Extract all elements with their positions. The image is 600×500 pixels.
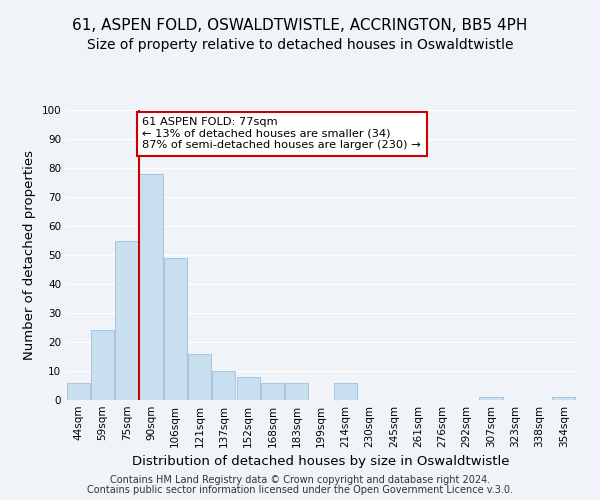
- Bar: [164, 258, 187, 400]
- Bar: [285, 382, 308, 400]
- Bar: [139, 174, 163, 400]
- Bar: [91, 330, 114, 400]
- Bar: [212, 371, 235, 400]
- Bar: [67, 382, 89, 400]
- Bar: [334, 382, 357, 400]
- Bar: [479, 397, 503, 400]
- Bar: [236, 377, 260, 400]
- Text: Size of property relative to detached houses in Oswaldtwistle: Size of property relative to detached ho…: [87, 38, 513, 52]
- Bar: [261, 382, 284, 400]
- Bar: [115, 240, 138, 400]
- Bar: [188, 354, 211, 400]
- Text: 61, ASPEN FOLD, OSWALDTWISTLE, ACCRINGTON, BB5 4PH: 61, ASPEN FOLD, OSWALDTWISTLE, ACCRINGTO…: [73, 18, 527, 32]
- Bar: [553, 397, 575, 400]
- Text: Contains HM Land Registry data © Crown copyright and database right 2024.: Contains HM Land Registry data © Crown c…: [110, 475, 490, 485]
- Text: Contains public sector information licensed under the Open Government Licence v.: Contains public sector information licen…: [87, 485, 513, 495]
- Y-axis label: Number of detached properties: Number of detached properties: [23, 150, 36, 360]
- Text: 61 ASPEN FOLD: 77sqm
← 13% of detached houses are smaller (34)
87% of semi-detac: 61 ASPEN FOLD: 77sqm ← 13% of detached h…: [143, 117, 421, 150]
- X-axis label: Distribution of detached houses by size in Oswaldtwistle: Distribution of detached houses by size …: [132, 456, 510, 468]
